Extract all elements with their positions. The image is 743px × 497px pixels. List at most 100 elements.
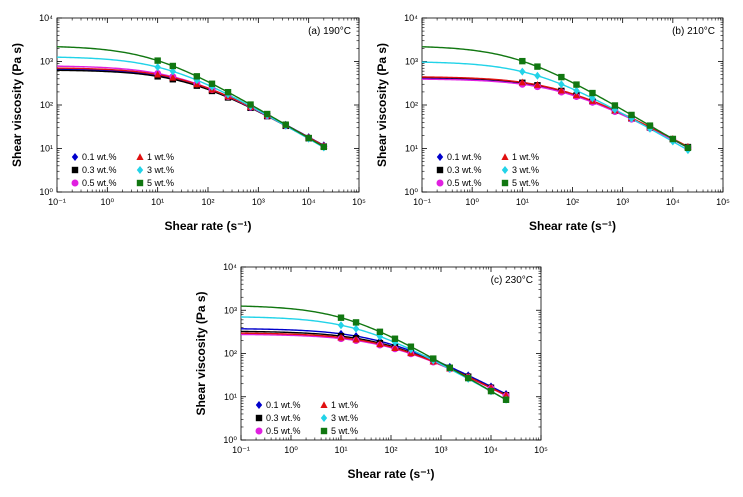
x-tick-label: 10³ [616, 197, 629, 207]
legend: 0.1 wt.% 0.3 wt.% 0.5 wt.% 1 wt.% 3 wt.% 5 wt… [255, 400, 358, 436]
y-tick-label: 10⁴ [404, 13, 418, 23]
x-tick-label: 10⁴ [484, 445, 498, 455]
x-tick-label: 10² [566, 197, 579, 207]
y-tick-label: 10³ [224, 305, 237, 315]
series-line-4 [422, 76, 689, 148]
data-point-series-6 [208, 80, 216, 87]
x-tick-label: 10⁵ [352, 197, 366, 207]
legend-marker [136, 166, 144, 174]
legend-marker [255, 427, 263, 435]
data-point-series-6 [193, 73, 201, 80]
data-point-series-5 [534, 71, 541, 80]
y-tick-label: 10⁴ [39, 13, 53, 23]
legend: 0.1 wt.% 0.3 wt.% 0.5 wt.% 1 wt.% 3 wt.% 5 wt… [71, 152, 174, 188]
series-line-5 [57, 56, 325, 149]
data-point-series-6 [669, 135, 677, 143]
y-axis-title: Shear viscosity (Pa s) [375, 43, 389, 167]
data-point-series-6 [352, 319, 360, 326]
y-tick-label: 10² [224, 349, 237, 359]
legend-marker [436, 166, 444, 174]
legend-marker [501, 153, 509, 160]
data-point-series-5 [337, 321, 345, 330]
panel-label: (a) 190°C [308, 26, 351, 37]
x-tick-label: 10⁰ [101, 197, 115, 207]
data-point-series-6 [684, 144, 692, 152]
series-line-4 [57, 67, 325, 147]
data-point-series-4 [572, 91, 581, 99]
legend-marker [320, 401, 328, 408]
legend-marker [136, 179, 144, 187]
y-tick-label: 10⁴ [223, 262, 237, 272]
data-point-series-6 [263, 110, 271, 118]
x-axis-title: Shear rate (s⁻¹) [529, 219, 616, 233]
data-point-series-6 [224, 88, 232, 96]
data-point-series-4 [169, 73, 177, 81]
x-tick-label: 10¹ [151, 197, 164, 207]
legend-label: 0.3 wt.% [447, 165, 482, 175]
series-line-6 [422, 46, 689, 149]
data-point-series-6 [628, 111, 635, 119]
x-axis-title: Shear rate (s⁻¹) [347, 467, 434, 481]
y-tick-label: 10² [405, 100, 418, 110]
y-axis-title: Shear viscosity (Pa s) [194, 291, 208, 415]
legend-marker [71, 179, 79, 187]
series-line-5 [422, 61, 689, 151]
data-point-series-6 [430, 355, 437, 362]
data-point-series-4 [352, 335, 360, 343]
legend-label: 0.5 wt.% [82, 178, 117, 188]
legend-label: 3 wt.% [331, 413, 358, 423]
legend-marker [71, 153, 79, 161]
y-tick-label: 10³ [40, 57, 53, 67]
series-line-1 [57, 68, 325, 147]
y-tick-label: 10¹ [40, 144, 53, 154]
x-tick-label: 10¹ [334, 445, 347, 455]
x-tick-label: 10⁴ [666, 197, 680, 207]
legend-label: 3 wt.% [512, 165, 539, 175]
series-line-2 [241, 330, 507, 396]
data-point-series-5 [589, 94, 596, 103]
legend-label: 3 wt.% [147, 165, 174, 175]
legend: 0.1 wt.% 0.3 wt.% 0.5 wt.% 1 wt.% 3 wt.% 5 wt… [436, 152, 539, 188]
x-tick-label: 10² [384, 445, 397, 455]
x-tick-label: 10¹ [516, 197, 529, 207]
data-point-series-6 [320, 143, 328, 151]
legend-marker [436, 153, 444, 161]
data-point-series-6 [646, 122, 654, 129]
legend-label: 1 wt.% [147, 152, 174, 162]
data-point-series-5 [169, 67, 177, 76]
legend-label: 1 wt.% [512, 152, 539, 162]
data-point-series-6 [169, 62, 177, 70]
chart-panel-2: 10⁻¹ 10⁰ 10¹ 10² 10³ 10⁴ 10⁵10⁰10¹10²10³10⁴She… [375, 13, 730, 233]
legend-marker [255, 414, 263, 422]
data-point-series-6 [391, 335, 399, 342]
legend-marker [255, 401, 263, 409]
x-tick-label: 10⁵ [716, 197, 730, 207]
legend-marker [136, 153, 144, 160]
data-point-series-4 [154, 70, 162, 78]
panel-label: (c) 230°C [491, 275, 533, 286]
data-point-series-6 [337, 314, 345, 321]
data-point-series-6 [558, 73, 565, 81]
plot-area [57, 46, 328, 152]
y-tick-label: 10² [40, 100, 53, 110]
data-point-series-6 [376, 328, 384, 336]
legend-label: 5 wt.% [512, 178, 539, 188]
legend-marker [501, 166, 509, 174]
legend-label: 0.1 wt.% [82, 152, 117, 162]
y-tick-label: 10¹ [224, 392, 237, 402]
plot-area [422, 46, 692, 155]
legend-marker [71, 166, 79, 174]
y-tick-label: 10⁰ [223, 435, 237, 445]
data-point-series-6 [519, 57, 526, 65]
series-line-1 [241, 328, 507, 395]
data-point-series-6 [446, 364, 454, 371]
legend-label: 0.5 wt.% [447, 178, 482, 188]
legend-label: 0.3 wt.% [266, 413, 301, 423]
data-point-series-6 [611, 102, 619, 109]
y-axis-title: Shear viscosity (Pa s) [10, 43, 24, 167]
y-tick-label: 10¹ [405, 144, 418, 154]
panel-label: (b) 210°C [672, 26, 715, 37]
legend-marker [320, 427, 328, 435]
data-point-series-6 [247, 101, 254, 108]
series-line-4 [241, 332, 507, 396]
